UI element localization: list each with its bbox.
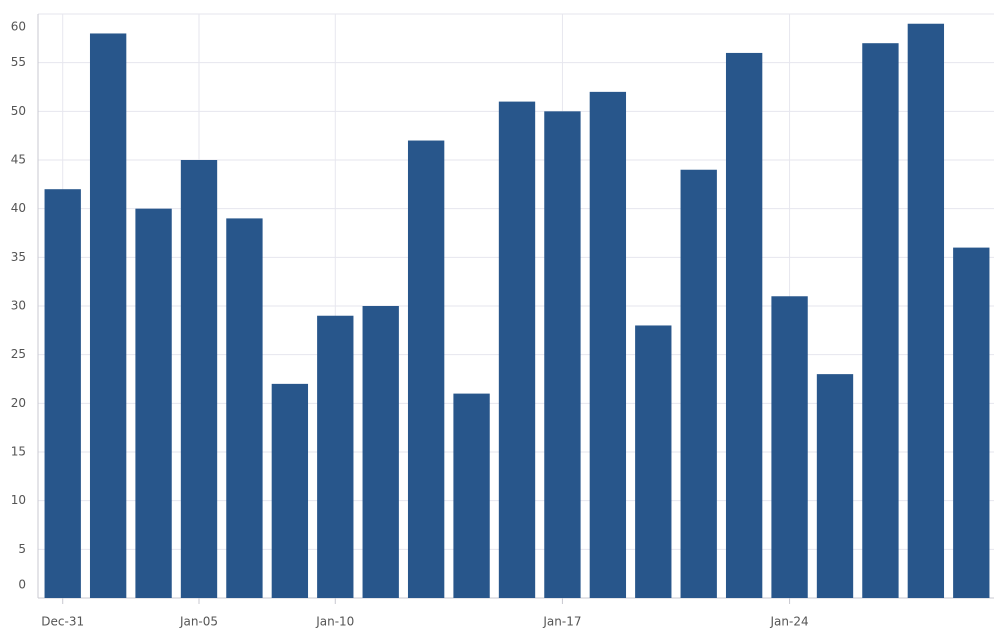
bar xyxy=(771,296,808,598)
x-tick-label: Jan-17 xyxy=(542,615,581,629)
y-tick-label: 60 xyxy=(11,20,26,34)
bar xyxy=(135,208,172,598)
x-tick-label: Dec-31 xyxy=(41,615,84,629)
y-tick-label: 20 xyxy=(11,396,26,410)
y-tick-label: 35 xyxy=(11,250,26,264)
y-tick-label: 55 xyxy=(11,55,26,69)
y-tick-label: 25 xyxy=(11,347,26,361)
bar xyxy=(953,247,990,598)
x-tick-label: Jan-24 xyxy=(770,615,809,629)
bar xyxy=(453,393,490,598)
bar xyxy=(271,383,309,598)
x-tick-label: Jan-10 xyxy=(315,615,354,629)
bar xyxy=(226,218,263,598)
bar xyxy=(544,111,581,598)
bar xyxy=(498,101,536,598)
bar xyxy=(907,23,945,598)
bar xyxy=(816,374,854,598)
bar xyxy=(589,91,627,598)
y-tick-label: 50 xyxy=(11,104,26,118)
y-tick-label: 0 xyxy=(18,578,26,592)
y-tick-label: 30 xyxy=(11,299,26,313)
bar xyxy=(89,33,127,598)
y-tick-label: 10 xyxy=(11,493,26,507)
y-tick-label: 5 xyxy=(18,542,26,556)
bar xyxy=(635,325,672,598)
y-tick-label: 45 xyxy=(11,153,26,167)
bar xyxy=(362,306,399,598)
bar xyxy=(862,43,899,598)
bar xyxy=(317,315,354,598)
y-tick-label: 15 xyxy=(11,445,26,459)
bar xyxy=(407,140,445,599)
x-tick-label: Jan-05 xyxy=(179,615,218,629)
bar xyxy=(44,189,81,598)
bar xyxy=(680,169,717,598)
bar xyxy=(725,52,763,598)
y-tick-label: 40 xyxy=(11,201,26,215)
bar xyxy=(180,160,218,598)
